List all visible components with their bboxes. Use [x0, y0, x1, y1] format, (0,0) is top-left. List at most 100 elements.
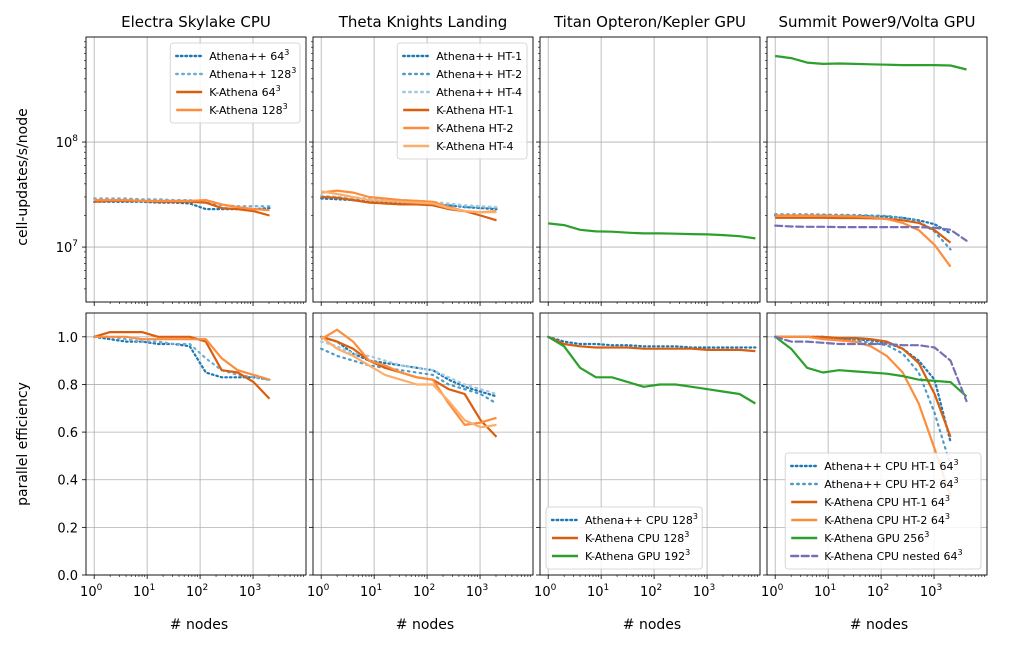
series-line — [774, 335, 968, 398]
legend-label: Athena++ 1283 — [209, 66, 296, 81]
series-line — [548, 318, 755, 320]
series-line — [320, 347, 498, 405]
x-tick-label: 101 — [133, 583, 155, 600]
x-tick-label: 103 — [466, 583, 488, 600]
plot-frame — [85, 312, 307, 576]
series-group — [774, 335, 968, 497]
series-line — [774, 213, 952, 251]
y-axis-label-top: cell-updates/s/node — [15, 108, 31, 245]
series-group — [93, 197, 271, 217]
plot-frame — [766, 312, 988, 576]
plot-frame — [85, 36, 307, 303]
x-tick-label: 103 — [920, 583, 942, 600]
panel-3: Titan Opteron/Kepler GPU — [536, 13, 761, 320]
series-line — [94, 199, 270, 212]
series-line — [774, 335, 952, 443]
y-tick-label: 0.4 — [57, 474, 78, 489]
legend-label: Athena++ HT-2 — [436, 68, 522, 81]
panel-4: Summit Power9/Volta GPU — [763, 13, 988, 306]
plot-frame — [539, 36, 761, 303]
legend-label: K-Athena CPU HT-2 643 — [824, 512, 950, 527]
series-line — [93, 197, 271, 208]
series-line — [774, 335, 968, 403]
x-tick-label: 100 — [80, 583, 103, 600]
grid-lines — [767, 37, 987, 302]
panel-title: Titan Opteron/Kepler GPU — [553, 13, 746, 31]
series-line — [548, 313, 755, 316]
plot-frame — [766, 36, 988, 303]
y-tick-label: 0.8 — [57, 378, 78, 393]
legend-label: Athena++ CPU HT-2 643 — [824, 476, 958, 491]
legend-label: K-Athena CPU nested 643 — [824, 548, 962, 563]
series-line — [547, 335, 756, 405]
series-line — [774, 224, 968, 242]
series-line — [548, 222, 756, 240]
panel-title: Theta Knights Landing — [338, 13, 508, 31]
legend-label: K-Athena HT-2 — [436, 122, 513, 135]
legend-label: Athena++ HT-1 — [436, 50, 522, 63]
series-line — [775, 214, 952, 268]
x-tick-label: 101 — [360, 583, 382, 600]
x-tick-label: 102 — [413, 583, 435, 600]
panel-title: Summit Power9/Volta GPU — [779, 13, 976, 31]
legend: Athena++ CPU HT-1 643 Athena++ CPU HT-2 6… — [784, 452, 982, 570]
x-tick-label: 102 — [186, 583, 208, 600]
y-tick-label: 1.0 — [57, 331, 78, 346]
x-tick-label: 102 — [867, 583, 889, 600]
series-group — [548, 222, 756, 320]
series-group — [93, 331, 271, 400]
series-group — [320, 189, 498, 222]
x-tick-label: 101 — [587, 583, 609, 600]
x-axis-label-4: # nodes — [850, 617, 908, 633]
series-group — [774, 54, 968, 268]
series-line — [93, 335, 271, 381]
series-line — [320, 335, 497, 429]
series-line — [774, 335, 952, 467]
panel-6: 100 101 102 103 — [307, 312, 534, 600]
grid-lines — [313, 313, 533, 576]
panel-title: Electra Skylake CPU — [121, 13, 271, 31]
x-axis-label-1: # nodes — [170, 617, 228, 633]
legend-frame — [784, 452, 982, 570]
legend-label: Athena++ CPU HT-1 643 — [824, 458, 958, 473]
series-line — [94, 335, 270, 381]
legend-frame — [169, 42, 301, 124]
grid-lines — [540, 37, 760, 302]
y-axis-label-bottom: parallel efficiency — [15, 382, 31, 506]
grid-lines — [86, 313, 306, 576]
legend-label: Athena++ CPU 1283 — [585, 512, 698, 527]
legend-label: K-Athena GPU 1923 — [585, 548, 690, 563]
x-tick-label: 102 — [640, 583, 662, 600]
legend-label: Athena++ 643 — [209, 48, 289, 63]
series-line — [775, 216, 952, 244]
series-group — [547, 335, 757, 405]
y-tick-label: 0.2 — [57, 521, 78, 536]
y-tick-label: 108 — [56, 134, 79, 151]
x-tick-label: 100 — [761, 583, 784, 600]
y-tick-label: 0.6 — [57, 426, 78, 441]
y-tick-label: 0.0 — [57, 569, 78, 584]
legend-frame — [545, 506, 703, 570]
series-line — [321, 190, 497, 214]
y-tick-label: 107 — [56, 239, 78, 256]
series-line — [547, 335, 756, 353]
x-tick-label: 103 — [239, 583, 261, 600]
legend: Athena++ HT-1 Athena++ HT-2 Athena++ HT-4 K… — [396, 42, 528, 160]
legend-label: K-Athena 643 — [209, 84, 280, 99]
legend-frame — [396, 42, 528, 160]
series-line — [320, 328, 497, 426]
x-tick-label: 100 — [534, 583, 557, 600]
legend-label: K-Athena HT-1 — [436, 104, 513, 117]
series-group — [320, 328, 498, 438]
panel-2: Theta Knights Landing Athena++ HT-1 Athena… — [309, 13, 534, 306]
legend-label: K-Athena CPU HT-1 643 — [824, 494, 950, 509]
x-axis-label-3: # nodes — [623, 617, 681, 633]
series-line — [320, 340, 498, 396]
x-tick-label: 101 — [814, 583, 836, 600]
plot-frame — [312, 36, 534, 303]
panel-7: 100 101 102 103 Athena++ CPU 1283 K-Athena CP… — [534, 312, 761, 600]
x-tick-label: 103 — [693, 583, 715, 600]
panel-5: 0.0 0.2 0.4 0.6 0.8 1.0 100 101 102 103 — [57, 312, 307, 600]
plot-frame — [539, 312, 761, 576]
